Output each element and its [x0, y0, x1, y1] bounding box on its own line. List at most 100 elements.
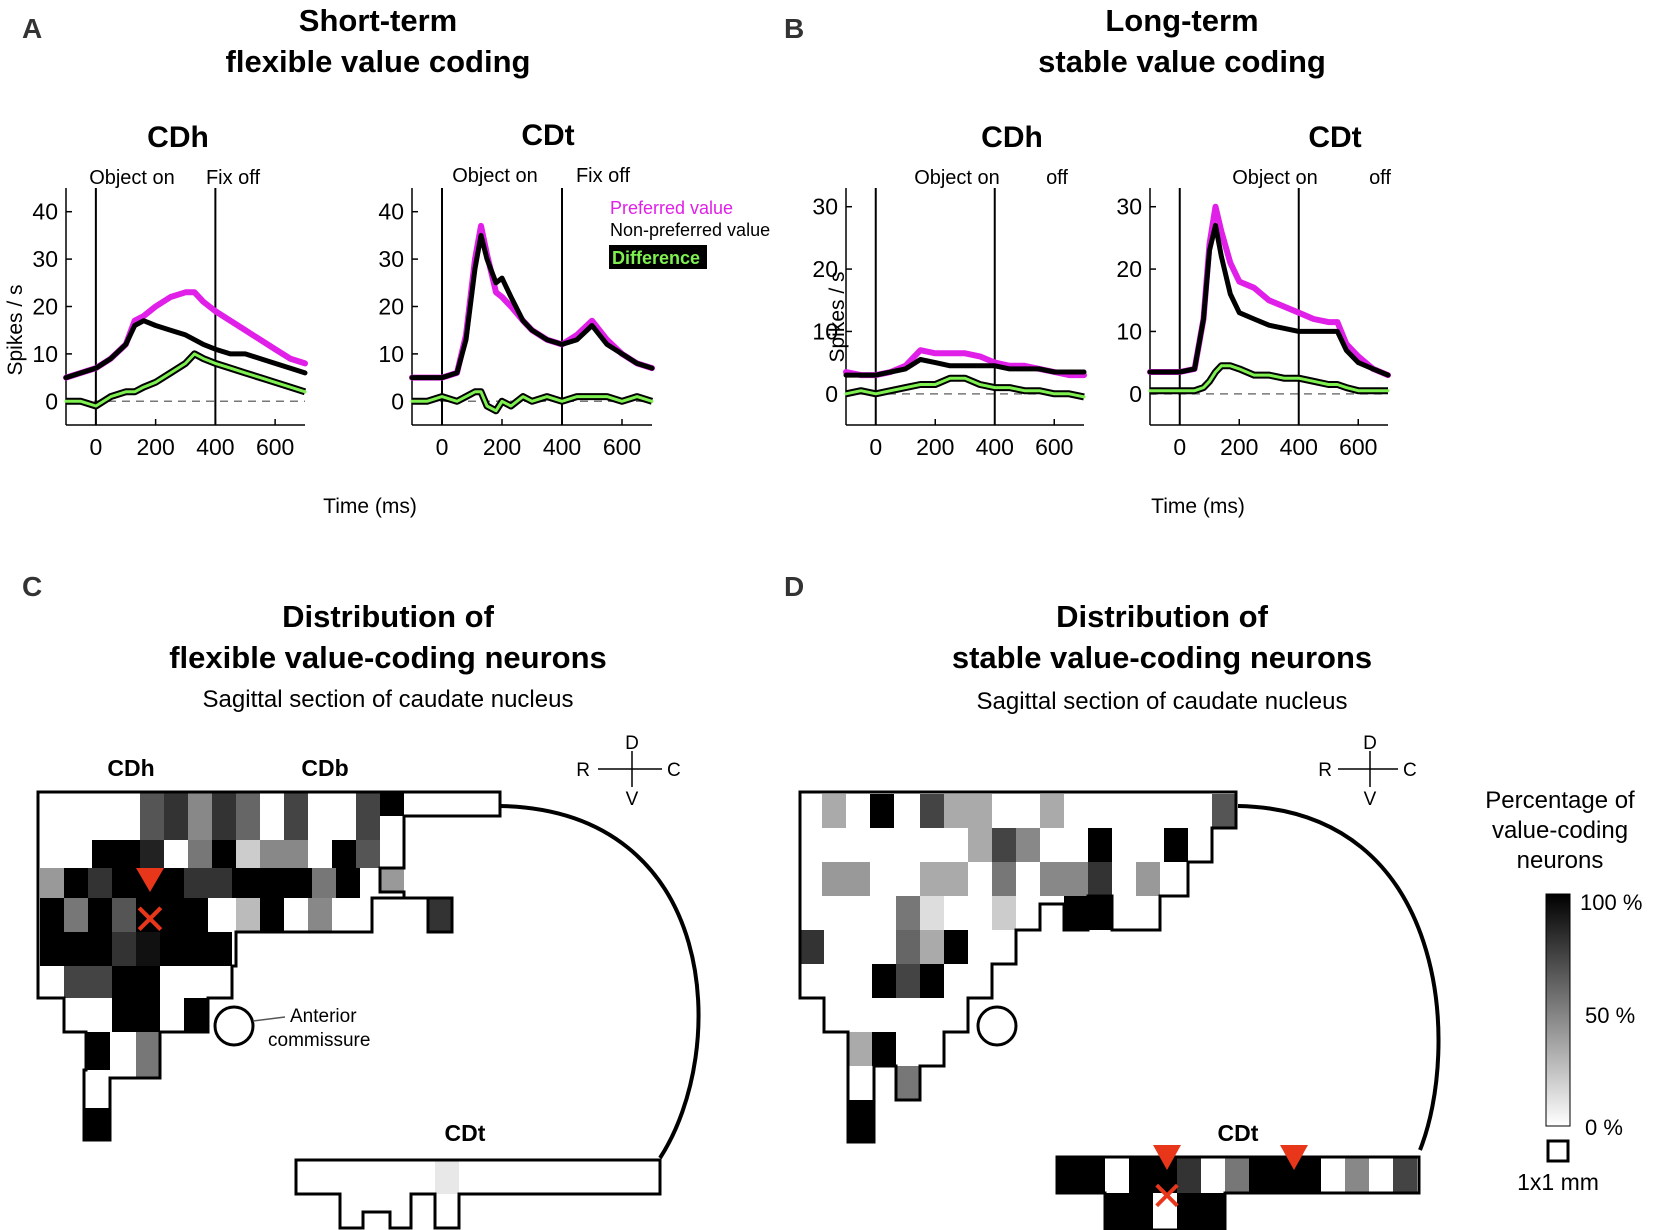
colorbar-title-1: Percentage of	[1485, 787, 1635, 814]
x-tick-label: 200	[916, 434, 954, 460]
x-tick-label: 200	[1220, 434, 1258, 460]
y-tick-label: 30	[1116, 194, 1142, 220]
map-d-cell	[1164, 828, 1188, 862]
compass-d-r: R	[1318, 760, 1332, 781]
y-tick-label: 40	[32, 199, 58, 225]
series-non-preferred-value	[843, 357, 1087, 378]
series-difference	[64, 352, 307, 408]
map-c-cell	[260, 840, 308, 868]
chart-b-cdh: CDh Object on off Spikes / s 0 10 20 30 0 200…	[812, 121, 1087, 460]
y-tick-label: 0	[1129, 381, 1142, 407]
map-d-caudate-outline	[1237, 804, 1441, 1151]
map-d-cell	[1088, 862, 1112, 896]
map-c-cell	[140, 792, 164, 840]
map-d-tail-cell	[1345, 1157, 1369, 1193]
legend-nonpreferred: Non-preferred value	[610, 220, 770, 240]
map-d-cell	[992, 896, 1016, 930]
map-c-cell	[260, 898, 284, 932]
legend-preferred: Preferred value	[610, 198, 733, 218]
map-d-cell	[1088, 828, 1112, 862]
map-c-cell	[86, 1032, 110, 1070]
map-c-cell	[336, 868, 360, 898]
map-d-tail-cell	[1129, 1193, 1153, 1230]
map-d-cell	[800, 930, 824, 964]
map-c-cell	[284, 792, 308, 840]
legend-difference: Difference	[612, 248, 700, 268]
compass-c-d: D	[625, 733, 639, 754]
series-preferred-value	[1147, 203, 1391, 379]
map-d-tail-cell	[1249, 1157, 1321, 1193]
map-c-cell	[112, 966, 160, 1032]
map-d-cell	[822, 862, 870, 896]
y-tick-label: 0	[391, 388, 404, 414]
map-d-cell	[920, 794, 944, 828]
map-c-cell	[136, 1032, 160, 1078]
panel-letter-b: B	[784, 13, 804, 44]
colorbar-gradient	[1545, 893, 1571, 1127]
compass-c: D V R C	[576, 733, 680, 810]
map-d-cell	[968, 828, 992, 862]
map-d-cell	[920, 964, 944, 998]
y-tick-label: 40	[378, 199, 404, 225]
map-c-cell	[356, 792, 380, 840]
heading-b-line1: Long-term	[1105, 3, 1258, 38]
map-c-cell	[356, 840, 380, 868]
map-d-tail-cell	[1177, 1193, 1201, 1230]
map-c-cell	[64, 966, 112, 998]
chart-a-cdt-event-off: Fix off	[576, 165, 631, 187]
chart-b-cdh-ylabel: Spikes / s	[826, 271, 849, 362]
series-difference	[1148, 364, 1390, 393]
map-d-cell	[1040, 862, 1088, 896]
map-c-cell	[332, 840, 356, 868]
x-tick-label: 0	[436, 434, 449, 460]
x-tick-label: 0	[869, 434, 882, 460]
series-difference	[410, 390, 654, 413]
heading-d-sub: Sagittal section of caudate nucleus	[977, 688, 1348, 715]
map-d-tail-cell	[1201, 1193, 1225, 1230]
heading-c-line2: flexible value-coding neurons	[169, 640, 607, 675]
map-d-cell	[992, 862, 1016, 896]
chart-b-xlabel: Time (ms)	[1151, 495, 1245, 518]
x-tick-label: 200	[483, 434, 521, 460]
panel-letter-d: D	[784, 571, 804, 602]
y-tick-label: 10	[32, 341, 58, 367]
map-c-cell	[136, 932, 160, 966]
chart-b-cdt: CDt Object on off Time (ms) 0 10 20 30 0 200 4…	[1116, 121, 1391, 518]
y-tick-label: 30	[378, 246, 404, 272]
x-tick-label: 400	[543, 434, 581, 460]
map-d-cell	[848, 1100, 874, 1142]
y-tick-label: 10	[812, 318, 838, 344]
chart-a-cdh-ylabel: Spikes / s	[4, 284, 27, 375]
series-non-preferred-value	[1147, 222, 1391, 378]
map-c-cell	[312, 868, 336, 898]
compass-d-c: C	[1403, 760, 1417, 781]
map-c-caudate-outline	[499, 804, 701, 1160]
y-tick-label: 0	[825, 381, 838, 407]
map-d-cell	[944, 794, 992, 828]
map-c-cell	[236, 840, 260, 868]
map-d-cell	[872, 964, 896, 998]
y-tick-label: 10	[378, 341, 404, 367]
map-c-ac-label-1: Anterior	[290, 1006, 357, 1027]
map-c-cell	[232, 868, 312, 898]
chart-b-cdt-plot: 0 10 20 30 0 200 400 600	[1116, 188, 1391, 460]
map-d-cell	[872, 1032, 896, 1066]
heading-a-line2: flexible value coding	[226, 44, 531, 79]
map-c-cell	[84, 1108, 110, 1140]
chart-a-cdh: CDh Object on Fix off Spikes / s 0 10 20 30…	[4, 121, 308, 460]
y-tick-label: 20	[812, 256, 838, 282]
x-tick-label: 600	[603, 434, 641, 460]
x-tick-label: 400	[1280, 434, 1318, 460]
colorbar-tick-50: 50 %	[1585, 1003, 1635, 1028]
y-tick-label: 30	[32, 246, 58, 272]
chart-b-cdh-plot: 0 10 20 30 0 200 400 600	[812, 188, 1087, 460]
y-tick-label: 20	[32, 294, 58, 320]
map-d-tail-cell	[1057, 1157, 1105, 1193]
compass-d-d: D	[1363, 733, 1377, 754]
y-tick-label: 30	[812, 194, 838, 220]
heading-c-line1: Distribution of	[282, 599, 494, 634]
chart-a-cdh-title: CDh	[147, 121, 209, 154]
compass-c-v: V	[626, 789, 639, 810]
colorbar-title-3: neurons	[1517, 847, 1604, 874]
map-c-cell	[236, 898, 260, 932]
